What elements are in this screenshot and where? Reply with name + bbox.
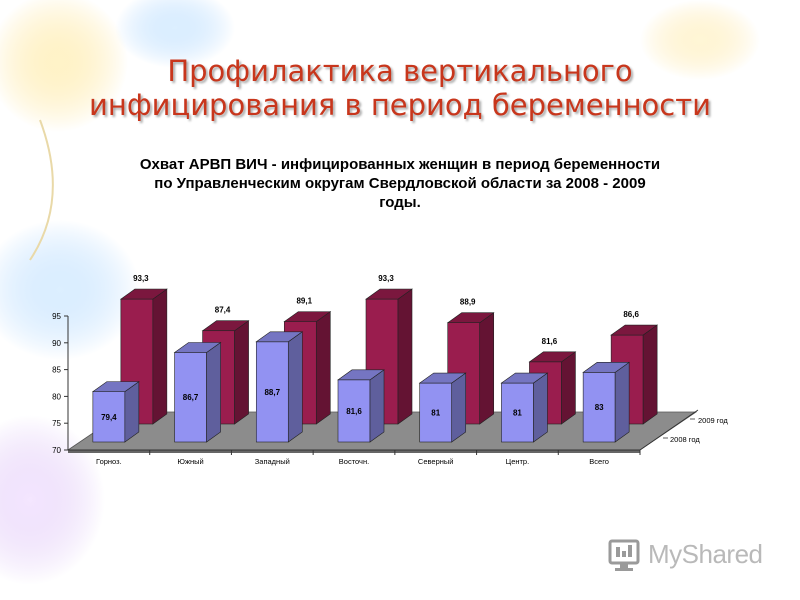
chart-title-line-3: годы.: [379, 194, 421, 211]
x-tick-label: Горноз.: [96, 457, 122, 466]
legend-label-2008: 2008 год: [670, 435, 700, 444]
series-2009-bar-side: [561, 351, 576, 425]
series-2009-bar-top: [201, 320, 250, 332]
x-tick-label: Всего: [589, 457, 609, 466]
series-2009-bar-top: [365, 288, 413, 300]
balloon-blue-top: [115, 0, 235, 68]
y-tick-label: 90: [52, 339, 61, 348]
series-2008-bar-side: [369, 369, 385, 443]
data-label-2008: 79,4: [101, 413, 117, 422]
balloon-blue-left: [0, 220, 140, 360]
series-2008-bar: [255, 341, 289, 443]
data-label-2009: 86,6: [623, 310, 639, 319]
data-label-2008: 81,6: [346, 407, 362, 416]
data-label-2009: 81,6: [542, 337, 558, 346]
watermark-text: MyShared: [648, 539, 763, 569]
data-label-2008: 86,7: [183, 393, 199, 402]
y-tick-label: 80: [52, 392, 61, 401]
series-2009-bar-top: [283, 311, 332, 322]
series-2008-bar-side: [287, 331, 303, 443]
series-2008-bar-top: [582, 362, 631, 373]
monitor-logo-icon: [608, 539, 640, 571]
series-2008-bar-top: [91, 381, 140, 392]
series-2008-bar-side: [614, 361, 630, 443]
series-2009-bar-top: [610, 324, 659, 336]
chart-title-line-2: по Управленческим округам Свердловской о…: [154, 175, 646, 192]
data-label-2009: 89,1: [296, 297, 312, 306]
series-2008-bar-side: [533, 372, 548, 443]
series-2008-bar-top: [337, 369, 385, 381]
series-2009-bar-side: [234, 320, 249, 425]
series-2009-bar-side: [479, 312, 495, 425]
data-label-2009: 93,3: [378, 274, 394, 283]
data-label-2008: 81: [431, 409, 440, 418]
series-2008-bar: [92, 391, 126, 443]
series-2008-bar: [582, 372, 616, 443]
data-label-2008: 81: [513, 409, 522, 418]
series-2008-bar-side: [124, 381, 140, 443]
series-2009-bar-side: [642, 324, 658, 425]
x-tick-label: Восточн.: [339, 457, 369, 466]
series-2008-bar-top: [255, 331, 304, 343]
data-label-2008: 88,7: [264, 388, 280, 397]
chart-floor-edge: [68, 450, 640, 453]
balloon-yellow: [0, 0, 128, 132]
y-tick-label: 75: [52, 419, 61, 428]
series-2008-bar: [419, 382, 453, 443]
data-label-2008: 83: [595, 403, 604, 412]
legend-label-2009: 2009 год: [698, 416, 728, 425]
x-tick-label: Северный: [418, 457, 454, 466]
balloon-string: [29, 119, 54, 261]
series-2009-bar-side: [397, 288, 413, 425]
depth-axis: [639, 409, 699, 451]
x-tick-label: Западный: [255, 457, 290, 466]
series-2009-bar-top: [446, 312, 495, 323]
slide-title: Профилактика вертикального инфицирования…: [40, 54, 760, 122]
series-2009-bar-side: [315, 311, 331, 425]
slide-title-line-2: инфицирования в период беременности: [89, 88, 711, 122]
data-label-2009: 93,3: [133, 274, 149, 283]
series-2009-bar-top: [119, 288, 168, 300]
series-2009-bar-top: [528, 351, 577, 363]
chart-title: Охват АРВП ВИЧ - инфицированных женщин в…: [100, 155, 700, 212]
y-tick-label: 85: [52, 366, 61, 375]
y-tick-label: 70: [52, 446, 61, 455]
series-2008-bar-top: [173, 342, 222, 353]
series-2009-bar-side: [152, 288, 168, 425]
series-2008-bar-top: [500, 372, 549, 384]
series-2008-bar: [174, 352, 207, 443]
series-2008-bar-top: [418, 372, 467, 384]
series-2008-bar-side: [451, 372, 467, 443]
balloon-purple: [0, 415, 105, 585]
y-tick-label: 95: [52, 312, 61, 321]
chart-title-line-1: Охват АРВП ВИЧ - инфицированных женщин в…: [139, 156, 661, 173]
data-label-2009: 88,9: [460, 298, 476, 307]
data-label-2009: 87,4: [215, 306, 231, 315]
x-tick-label: Центр.: [506, 457, 530, 466]
slide-title-line-1: Профилактика вертикального: [167, 54, 633, 88]
x-tick-label: Южный: [177, 457, 203, 466]
series-2008-bar-side: [206, 341, 221, 443]
series-2008-bar: [501, 382, 534, 443]
balloon-yellow-right: [640, 0, 760, 80]
